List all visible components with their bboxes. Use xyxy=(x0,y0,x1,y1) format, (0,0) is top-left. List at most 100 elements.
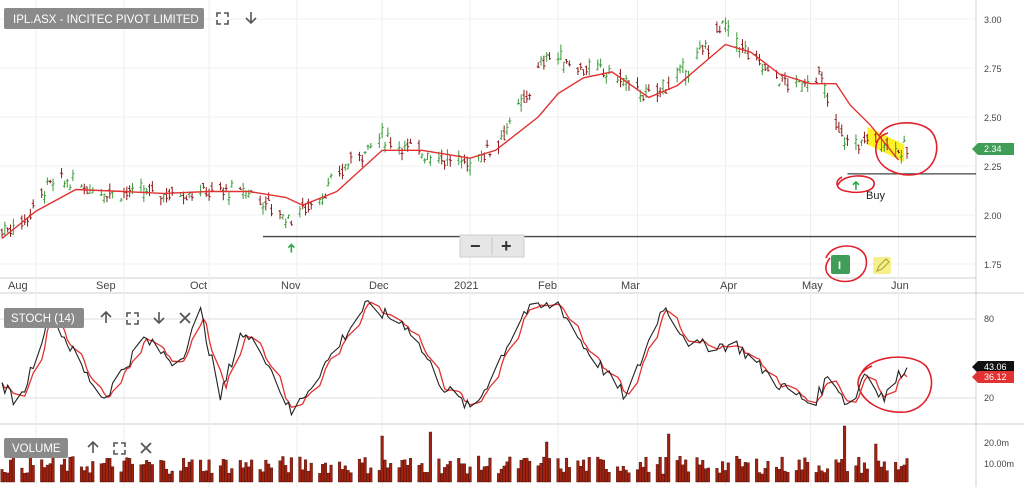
zoom-in-button[interactable]: + xyxy=(493,236,523,256)
volume-bar xyxy=(460,463,464,483)
volume-bar xyxy=(406,465,410,483)
volume-bar xyxy=(777,469,781,483)
volume-bar xyxy=(599,459,603,483)
volume-bar xyxy=(902,464,906,483)
volume-bar xyxy=(0,469,4,483)
zoom-out-button[interactable]: − xyxy=(461,236,491,256)
volume-bar xyxy=(780,456,784,483)
volume-bar xyxy=(786,472,790,483)
volume-bar xyxy=(329,464,333,483)
volume-bar xyxy=(363,457,367,483)
volume-bar xyxy=(71,456,75,483)
volume-bar xyxy=(638,462,642,483)
arrow-up-icon[interactable] xyxy=(87,440,99,453)
volume-bar xyxy=(409,458,413,483)
volume-bar xyxy=(340,469,344,483)
volume-bar xyxy=(125,457,129,483)
arrow-up-icon[interactable] xyxy=(100,310,112,323)
maximize-icon[interactable] xyxy=(126,312,139,325)
symbol-label: IPL.ASX - INCITEC PIVOT LIMITED xyxy=(13,14,199,26)
volume-bar xyxy=(244,462,248,483)
close-icon[interactable] xyxy=(179,312,191,324)
volume-bar xyxy=(755,458,759,483)
x-tick-label: 2021 xyxy=(454,280,478,292)
volume-bar xyxy=(267,463,271,483)
last-price-value: 2.34 xyxy=(984,144,1002,154)
volume-bar xyxy=(142,464,146,483)
volume-bar xyxy=(199,459,203,483)
volume-bar xyxy=(301,469,305,483)
arrow-down-icon[interactable] xyxy=(245,12,257,25)
circle-annotation-price xyxy=(875,122,938,176)
x-tick-label: Mar xyxy=(621,280,640,292)
volume-bar xyxy=(485,466,489,483)
volume-bar xyxy=(165,468,169,483)
volume-bar xyxy=(88,472,92,483)
volume-bar xyxy=(148,462,152,483)
stoch-tick-label: 20 xyxy=(984,393,994,403)
volume-bar xyxy=(584,470,588,483)
volume-bar xyxy=(516,468,520,483)
volume-bar xyxy=(386,467,390,483)
x-tick-label: Oct xyxy=(190,280,207,292)
arrow-down-icon[interactable] xyxy=(153,312,165,325)
maximize-icon[interactable] xyxy=(113,442,126,455)
stoch-panel xyxy=(1,300,908,417)
volume-bar xyxy=(735,455,739,483)
volume-bar xyxy=(43,467,47,483)
volume-bar xyxy=(3,472,7,483)
volume-bar xyxy=(31,465,35,483)
indicator-button-label: I xyxy=(838,260,841,272)
volume-bar xyxy=(128,458,132,483)
volume-bar xyxy=(48,463,52,483)
volume-bar xyxy=(545,441,549,483)
stoch-d-value: 36.12 xyxy=(984,372,1007,382)
volume-bar xyxy=(678,456,682,483)
close-icon[interactable] xyxy=(140,442,152,454)
volume-bar xyxy=(323,462,327,483)
volume-bar xyxy=(482,466,486,483)
volume-bar xyxy=(905,458,909,483)
indicator-button[interactable]: I xyxy=(831,255,850,274)
volume-bar xyxy=(616,466,620,483)
volume-bar xyxy=(99,463,103,483)
volume-bar xyxy=(102,462,106,483)
volume-bar xyxy=(167,473,171,483)
volume-bar xyxy=(383,459,387,483)
volume-bar xyxy=(726,462,730,483)
volume-bar xyxy=(190,459,194,483)
volume-bar xyxy=(896,469,900,483)
volume-bar xyxy=(567,467,571,483)
volume-tick-label: 10.00m xyxy=(984,459,1014,469)
volume-bar xyxy=(556,458,560,483)
symbol-label-chip[interactable]: IPL.ASX - INCITEC PIVOT LIMITED xyxy=(4,8,204,29)
maximize-icon[interactable] xyxy=(216,12,229,25)
volume-bar xyxy=(204,470,208,483)
volume-bar xyxy=(806,462,810,483)
price-y-axis: 3.00 2.75 2.50 2.25 2.00 1.75 xyxy=(984,15,1002,270)
volume-bar xyxy=(423,472,427,483)
zoom-controls: − + xyxy=(459,234,525,258)
stoch-k-tag: 43.06 xyxy=(972,361,1014,373)
volume-bar xyxy=(437,458,441,483)
stoch-label: STOCH (14) xyxy=(11,313,75,325)
volume-bar xyxy=(309,462,313,483)
volume-tick-label: 20.0m xyxy=(984,438,1009,448)
stoch-label-chip[interactable]: STOCH (14) xyxy=(4,308,84,328)
volume-bar xyxy=(448,460,452,483)
volume-bar xyxy=(701,460,705,483)
pencil-button[interactable] xyxy=(873,257,891,274)
volume-bar xyxy=(783,470,787,483)
price-panel xyxy=(0,17,976,253)
volume-label-chip[interactable]: VOLUME xyxy=(4,438,68,458)
volume-bar xyxy=(582,459,586,483)
volume-bar xyxy=(207,459,211,483)
volume-bar xyxy=(757,472,761,483)
volume-bar xyxy=(20,467,24,483)
volume-bar xyxy=(627,472,631,483)
volume-bar xyxy=(860,472,864,483)
volume-y-axis: 20.0m 10.00m xyxy=(984,438,1014,469)
volume-bar xyxy=(899,466,903,483)
volume-bar xyxy=(477,455,481,483)
